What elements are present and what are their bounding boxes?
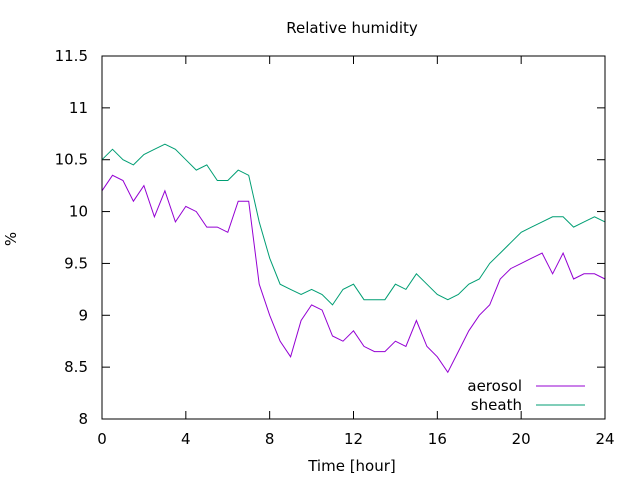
series-line-aerosol [101,174,606,374]
series-line-sheath [101,143,606,306]
x-tick-label: 0 [97,430,107,448]
y-tick-label: 10.5 [55,151,88,169]
axis-ticks: 0 4 8 12 16 20 24 8 8.5 9 9.5 10 10.5 11 11.5 [55,47,615,448]
y-tick-label: 11 [69,99,88,117]
y-tick-label: 9.5 [64,254,88,272]
plot-frame [101,55,606,420]
x-tick-label: 12 [344,430,363,448]
y-tick-label: 8 [78,410,88,428]
y-tick-label: 9 [78,306,88,324]
x-tick-label: 4 [181,430,191,448]
x-tick-label: 8 [265,430,275,448]
chart-title: Relative humidity [286,19,418,37]
y-tick-label: 8.5 [64,358,88,376]
legend-label: sheath [471,396,522,414]
y-axis-label: % [2,232,20,246]
x-tick-label: 24 [595,430,614,448]
y-tick-label: 11.5 [55,47,88,65]
x-axis-label: Time [hour] [307,457,396,475]
x-tick-label: 20 [512,430,531,448]
plot-area [101,143,606,374]
y-tick-label: 10 [69,203,88,221]
legend-label: aerosol [467,377,522,395]
x-tick-label: 16 [428,430,447,448]
